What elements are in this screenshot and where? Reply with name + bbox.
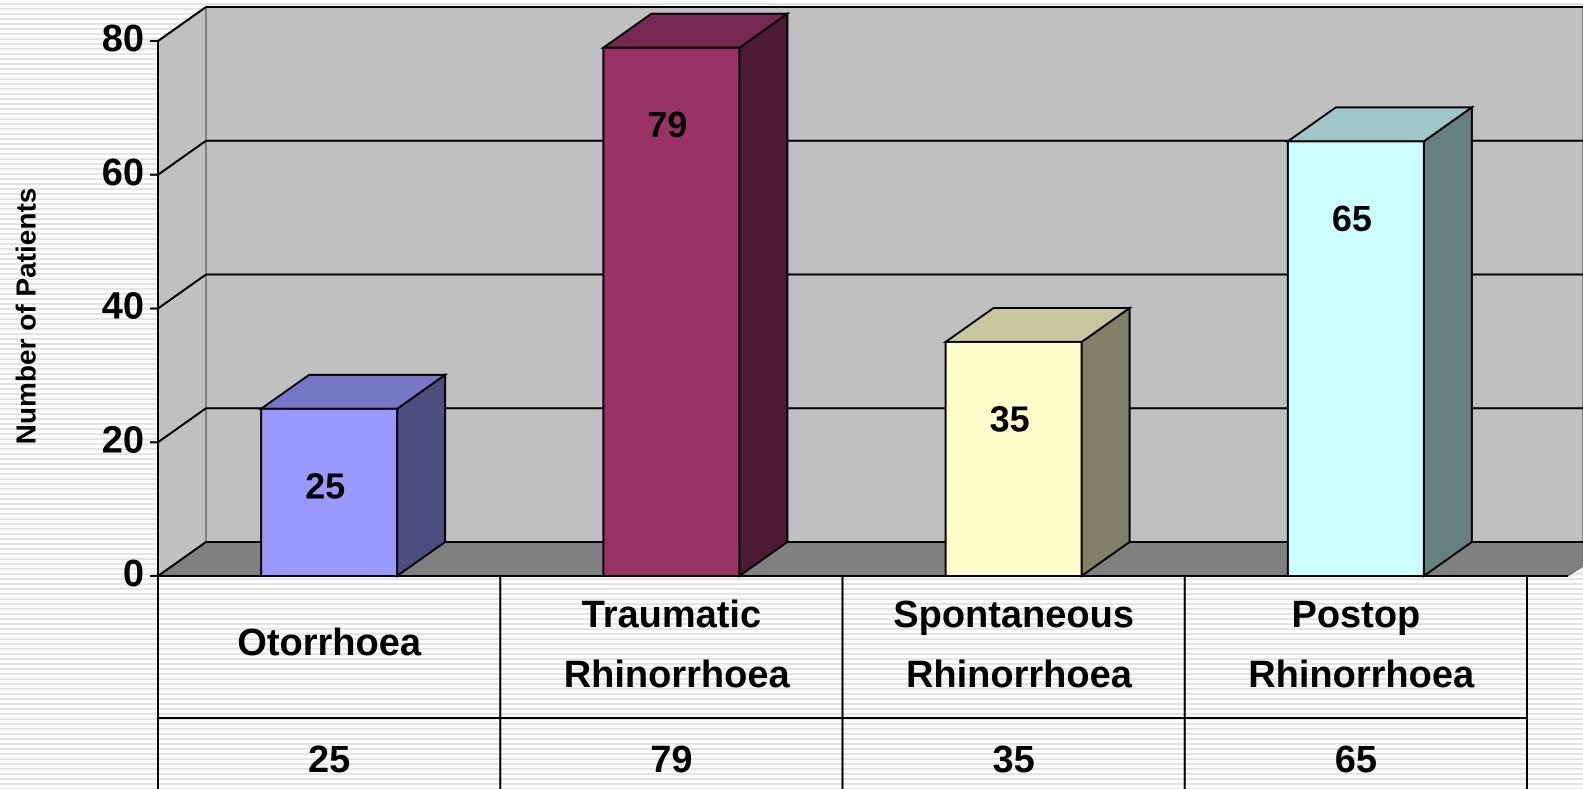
bar [602,46,741,577]
bar [944,340,1083,577]
grid-line-side [157,541,207,577]
bar-side [1422,105,1473,578]
bar [260,407,399,577]
y-tick-label: 80 [102,18,144,60]
grid-line-side [157,139,207,176]
x-tick-label: Postop Rhinorrhoea [1238,594,1475,696]
y-tick-label: 0 [123,553,144,595]
data-label: 35 [990,398,1030,439]
bar-side [396,372,447,578]
x-tick-label: Otorrhoea [237,622,422,664]
grid-line-side [157,273,207,310]
y-axis-title: Number of Patients [10,188,41,445]
grid-line-side [157,407,207,444]
grid-line-side [157,6,207,42]
table-value: 79 [650,739,692,781]
table-value: 65 [1335,739,1377,781]
data-label: 79 [647,104,687,145]
x-tick-label: Traumatic Rhinorrhoea [553,594,790,696]
data-label: 65 [1332,198,1372,239]
table-value: 25 [308,739,350,781]
bar-side [738,11,789,578]
table-value: 35 [992,739,1034,781]
bar-side [1080,306,1131,578]
y-tick-label: 20 [102,419,144,461]
bar [1286,140,1425,577]
y-tick-label: 60 [102,152,144,194]
x-tick-label: Spontaneous Rhinorrhoea [893,594,1134,696]
data-label: 25 [305,465,345,506]
y-tick-label: 40 [102,286,144,328]
